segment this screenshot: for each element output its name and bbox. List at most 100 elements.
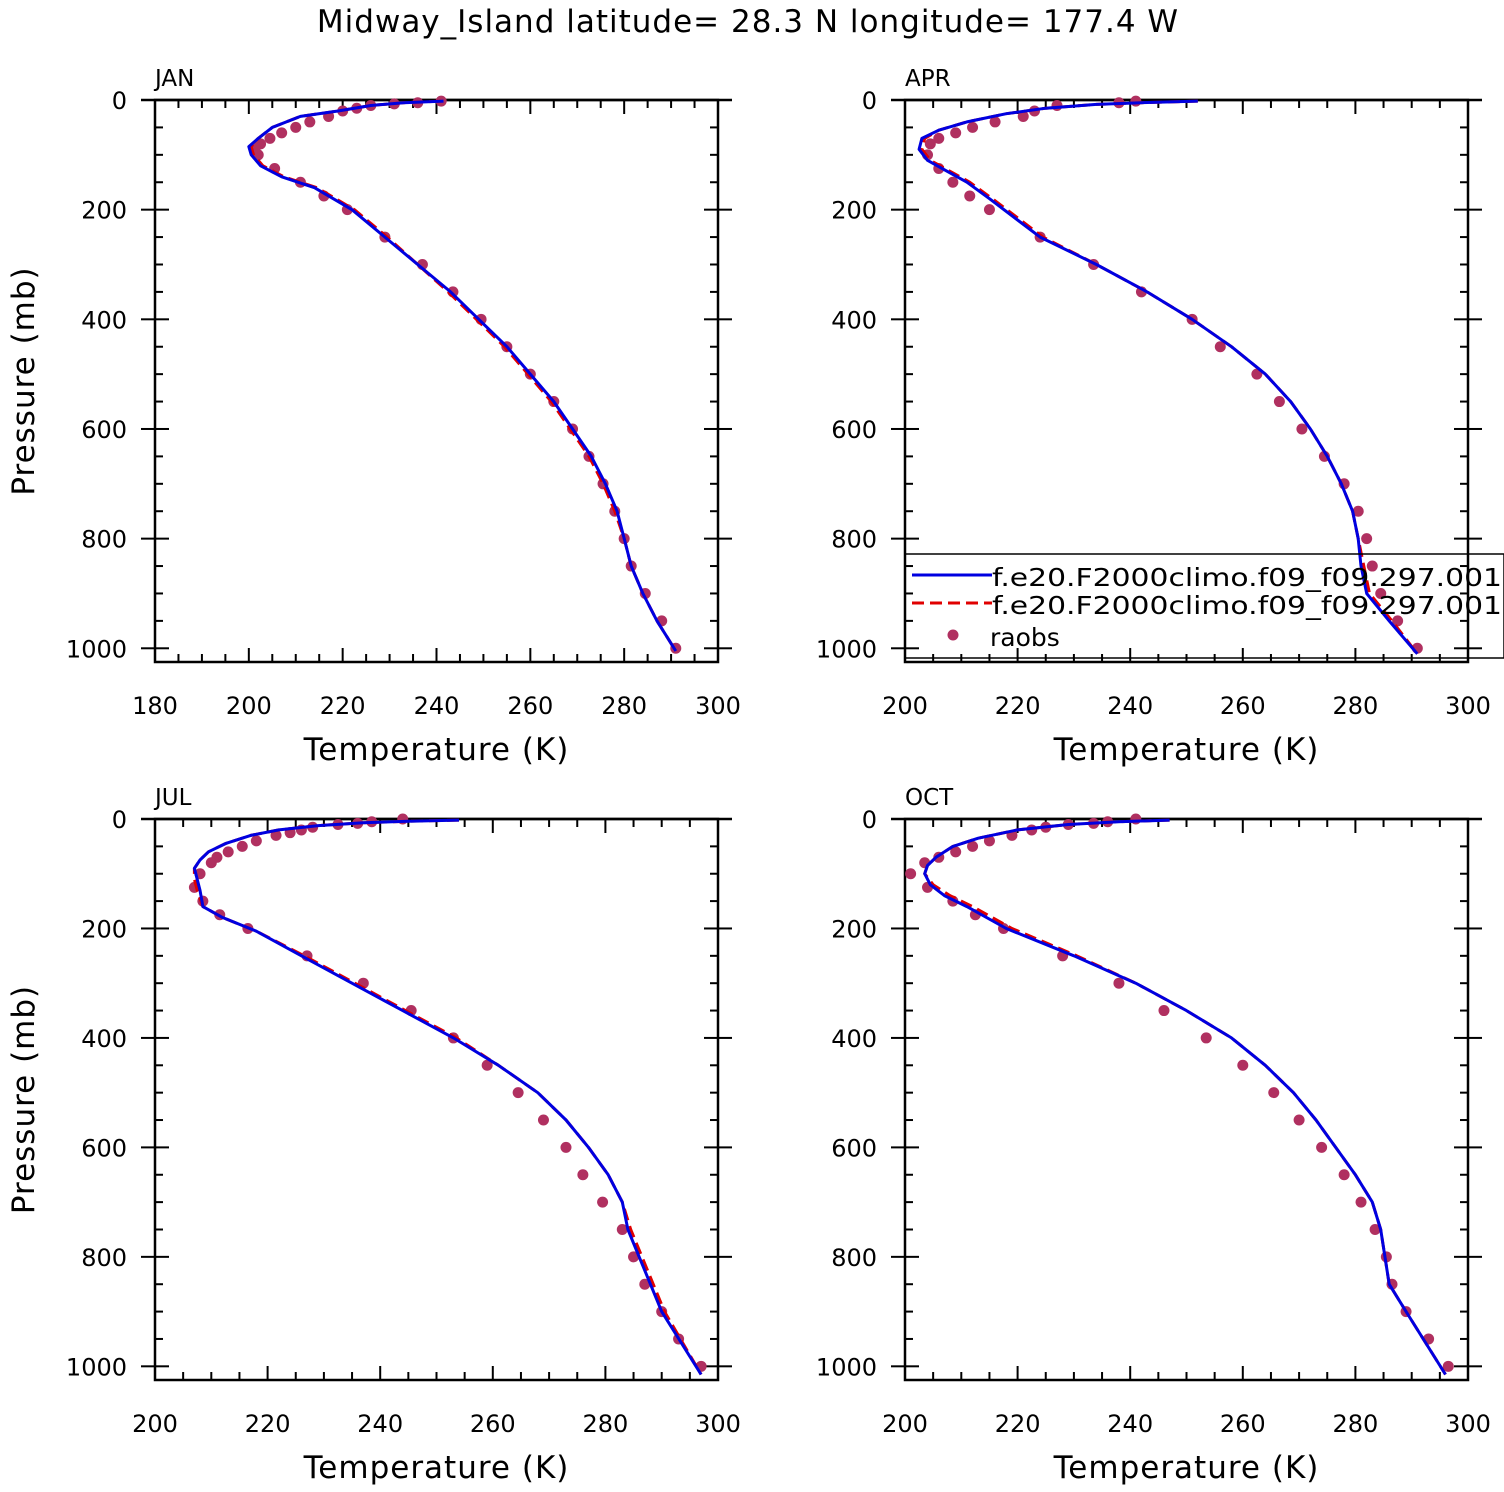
- raobs-point: [250, 835, 262, 847]
- raobs-point: [222, 846, 234, 858]
- x-tick-label: 240: [414, 692, 460, 720]
- plot-frame: [153, 98, 720, 664]
- raobs-point: [270, 829, 282, 841]
- x-tick-label: 240: [1107, 692, 1153, 720]
- raobs-point: [1375, 587, 1387, 599]
- raobs-point: [639, 1278, 651, 1290]
- raobs-point: [983, 835, 995, 847]
- x-tick-label: 260: [1220, 692, 1266, 720]
- raobs-markers: [250, 95, 682, 654]
- x-tick-label: 260: [470, 1410, 516, 1438]
- x-axis-label: Temperature (K): [1053, 1450, 1320, 1486]
- y-tick-label: 1000: [66, 1353, 127, 1381]
- raobs-point: [1392, 615, 1404, 627]
- y-tick-label: 800: [81, 526, 127, 554]
- panel-label: APR: [905, 66, 951, 92]
- x-tick-label: 200: [882, 1410, 928, 1438]
- panel-label: JUL: [153, 785, 192, 811]
- model-line-dashed: [192, 818, 703, 1376]
- y-tick-label: 0: [862, 87, 877, 115]
- raobs-point: [236, 840, 248, 852]
- legend-label: f.e20.F2000climo.f09_f09.297.001: [992, 563, 1502, 592]
- legend-marker: [947, 629, 959, 641]
- y-tick-label: 1000: [816, 635, 877, 663]
- raobs-point: [537, 1114, 549, 1126]
- raobs-point: [512, 1087, 524, 1099]
- x-tick-label: 200: [226, 692, 272, 720]
- panel-label: JAN: [153, 66, 194, 92]
- y-tick-label: 600: [81, 416, 127, 444]
- raobs-point: [1442, 1360, 1454, 1372]
- raobs-point: [967, 840, 979, 852]
- y-axis-label: Pressure (mb): [6, 985, 42, 1214]
- raobs-point: [1268, 1087, 1280, 1099]
- y-tick-label: 800: [831, 526, 877, 554]
- x-tick-label: 280: [1332, 692, 1378, 720]
- raobs-point: [276, 127, 288, 139]
- y-tick-label: 1000: [816, 1353, 877, 1381]
- x-tick-label: 240: [1107, 1410, 1153, 1438]
- raobs-point: [1293, 1114, 1305, 1126]
- raobs-point: [481, 1059, 493, 1071]
- y-tick-label: 400: [831, 306, 877, 334]
- y-tick-label: 400: [81, 1025, 127, 1053]
- x-tick-label: 220: [995, 692, 1041, 720]
- y-axis-label: Pressure (mb): [6, 266, 42, 495]
- panels: 180 200 220 240 260 280 300 0 200 400 600 800 1000 JA…: [6, 66, 1491, 1486]
- raobs-point: [1338, 1169, 1350, 1181]
- y-tick-label: 400: [831, 1025, 877, 1053]
- raobs-point: [1316, 1141, 1328, 1153]
- raobs-point: [967, 121, 979, 133]
- raobs-point: [597, 1196, 609, 1208]
- x-axis-label: Temperature (K): [1053, 732, 1320, 768]
- raobs-point: [1366, 560, 1378, 572]
- raobs-point: [205, 857, 217, 869]
- x-tick-label: 280: [582, 1410, 628, 1438]
- raobs-point: [924, 138, 936, 150]
- raobs-markers: [905, 813, 1454, 1372]
- model-line-solid: [917, 99, 1419, 655]
- model-line-solid: [923, 818, 1447, 1376]
- raobs-point: [1017, 110, 1029, 122]
- x-tick-label: 240: [357, 1410, 403, 1438]
- y-tick-label: 600: [831, 1134, 877, 1162]
- raobs-point: [1130, 95, 1142, 107]
- raobs-point: [1158, 1005, 1170, 1017]
- model-line-dashed: [923, 818, 1447, 1376]
- raobs-point: [1369, 1223, 1381, 1235]
- panel-jan: 180 200 220 240 260 280 300 0 200 400 600 800 1000 JA…: [6, 66, 741, 768]
- raobs-point: [950, 846, 962, 858]
- raobs-point: [1200, 1032, 1212, 1044]
- model-line-dashed: [249, 99, 678, 652]
- y-tick-label: 800: [831, 1244, 877, 1272]
- x-tick-label: 200: [132, 1410, 178, 1438]
- raobs-point: [950, 127, 962, 139]
- x-tick-label: 260: [1220, 1410, 1266, 1438]
- y-tick-label: 200: [81, 915, 127, 943]
- y-tick-label: 200: [81, 197, 127, 225]
- y-tick-label: 0: [112, 806, 127, 834]
- legend-label: raobs: [990, 623, 1060, 652]
- y-tick-label: 1000: [66, 635, 127, 663]
- y-tick-label: 600: [81, 1134, 127, 1162]
- x-tick-label: 280: [1332, 1410, 1378, 1438]
- model-line-solid: [247, 99, 678, 652]
- raobs-point: [1237, 1059, 1249, 1071]
- x-tick-label: 300: [1445, 692, 1491, 720]
- raobs-point: [290, 121, 302, 133]
- plot-frame: [903, 817, 1470, 1382]
- x-tick-label: 300: [695, 692, 741, 720]
- legend-box: [904, 553, 1504, 659]
- raobs-point: [1051, 99, 1063, 111]
- x-axis-label: Temperature (K): [303, 732, 570, 768]
- raobs-point: [560, 1141, 572, 1153]
- raobs-point: [1355, 1196, 1367, 1208]
- raobs-point: [983, 204, 995, 216]
- raobs-point: [1130, 813, 1142, 825]
- raobs-point: [933, 132, 945, 144]
- x-tick-label: 300: [1445, 1410, 1491, 1438]
- figure-title: Midway_Island latitude= 28.3 N longitude…: [317, 4, 1179, 40]
- panel-apr: 200 220 240 260 280 300 0 200 400 600 800 1000 APR Te…: [816, 66, 1491, 768]
- x-tick-label: 180: [132, 692, 178, 720]
- panel-oct: 200 220 240 260 280 300 0 200 400 600 800 1000 OCT Te…: [816, 785, 1491, 1486]
